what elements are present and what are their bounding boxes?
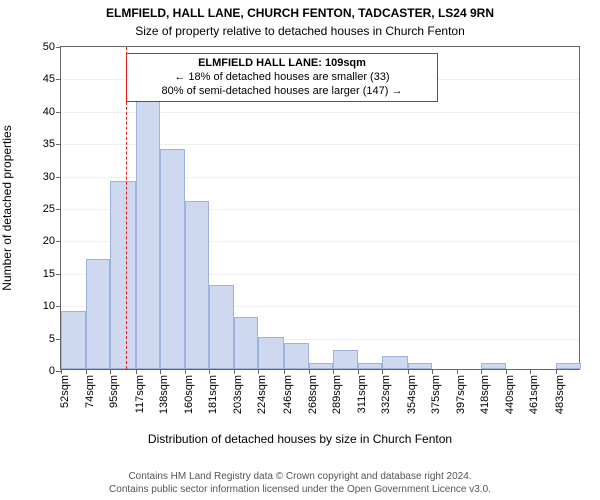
- xtick-label: 311sqm: [356, 375, 368, 413]
- bar: [309, 363, 333, 369]
- xtick-mark: [556, 369, 557, 374]
- xtick-mark: [333, 369, 334, 374]
- xtick-label: 483sqm: [554, 375, 566, 414]
- xtick-label: 397sqm: [455, 375, 467, 414]
- bar: [258, 337, 283, 369]
- ytick-label: 50: [43, 41, 61, 53]
- chart-container: ELMFIELD, HALL LANE, CHURCH FENTON, TADC…: [0, 0, 600, 500]
- xtick-label: 160sqm: [183, 375, 195, 414]
- xtick-mark: [530, 369, 531, 374]
- ytick-label: 25: [43, 203, 61, 215]
- bar: [234, 317, 258, 369]
- annotation-line1: ELMFIELD HALL LANE: 109sqm: [133, 57, 431, 71]
- xtick-mark: [86, 369, 87, 374]
- bar: [284, 343, 309, 369]
- xtick-mark: [209, 369, 210, 374]
- annotation-line3: 80% of semi-detached houses are larger (…: [133, 85, 431, 99]
- chart-title-line1: ELMFIELD, HALL LANE, CHURCH FENTON, TADC…: [0, 6, 600, 20]
- xtick-mark: [432, 369, 433, 374]
- bar: [481, 363, 506, 369]
- xtick-label: 461sqm: [528, 375, 540, 414]
- xtick-mark: [358, 369, 359, 374]
- xtick-label: 354sqm: [406, 375, 418, 414]
- xtick-mark: [110, 369, 111, 374]
- ytick-label: 30: [43, 171, 61, 183]
- bar: [382, 356, 407, 369]
- annotation-box: ELMFIELD HALL LANE: 109sqm ← 18% of deta…: [126, 53, 438, 102]
- y-axis-label: Number of detached properties: [0, 125, 14, 290]
- ytick-label: 40: [43, 106, 61, 118]
- footer-attribution: Contains HM Land Registry data © Crown c…: [0, 471, 600, 496]
- bar: [136, 97, 160, 369]
- ytick-label: 45: [43, 73, 61, 85]
- xtick-mark: [408, 369, 409, 374]
- xtick-mark: [185, 369, 186, 374]
- xtick-mark: [506, 369, 507, 374]
- xtick-label: 181sqm: [207, 375, 219, 414]
- footer-line1: Contains HM Land Registry data © Crown c…: [0, 471, 600, 484]
- xtick-mark: [284, 369, 285, 374]
- xtick-mark: [457, 369, 458, 374]
- xtick-label: 74sqm: [84, 375, 96, 408]
- xtick-label: 52sqm: [59, 375, 71, 408]
- footer-line2: Contains public sector information licen…: [0, 484, 600, 497]
- xtick-mark: [382, 369, 383, 374]
- bar: [86, 259, 110, 369]
- xtick-label: 418sqm: [479, 375, 491, 414]
- chart-title-line2: Size of property relative to detached ho…: [0, 24, 600, 38]
- ytick-label: 10: [43, 300, 61, 312]
- xtick-mark: [309, 369, 310, 374]
- ytick-label: 20: [43, 235, 61, 247]
- bar: [358, 363, 382, 369]
- bar: [110, 181, 135, 369]
- ytick-label: 5: [49, 333, 61, 345]
- annotation-line2: ← 18% of detached houses are smaller (33…: [133, 71, 431, 85]
- xtick-label: 332sqm: [380, 375, 392, 414]
- bar: [408, 363, 432, 369]
- xtick-mark: [160, 369, 161, 374]
- xtick-label: 138sqm: [158, 375, 170, 414]
- bar: [333, 350, 358, 369]
- x-axis-label: Distribution of detached houses by size …: [0, 432, 600, 446]
- xtick-label: 440sqm: [504, 375, 516, 414]
- bar: [185, 201, 209, 369]
- xtick-mark: [481, 369, 482, 374]
- bar: [556, 363, 581, 369]
- xtick-label: 95sqm: [108, 375, 120, 408]
- xtick-mark: [61, 369, 62, 374]
- xtick-label: 268sqm: [307, 375, 319, 414]
- ytick-label: 15: [43, 268, 61, 280]
- xtick-mark: [234, 369, 235, 374]
- xtick-mark: [258, 369, 259, 374]
- xtick-label: 375sqm: [430, 375, 442, 414]
- xtick-label: 117sqm: [134, 375, 146, 413]
- xtick-label: 246sqm: [282, 375, 294, 414]
- xtick-label: 289sqm: [331, 375, 343, 414]
- xtick-label: 224sqm: [256, 375, 268, 414]
- bar: [61, 311, 86, 369]
- ytick-label: 35: [43, 138, 61, 150]
- plot-area: 05101520253035404550 ELMFIELD HALL LANE:…: [60, 46, 580, 370]
- xtick-mark: [136, 369, 137, 374]
- bar: [160, 149, 185, 369]
- xtick-label: 203sqm: [232, 375, 244, 414]
- bar: [209, 285, 234, 369]
